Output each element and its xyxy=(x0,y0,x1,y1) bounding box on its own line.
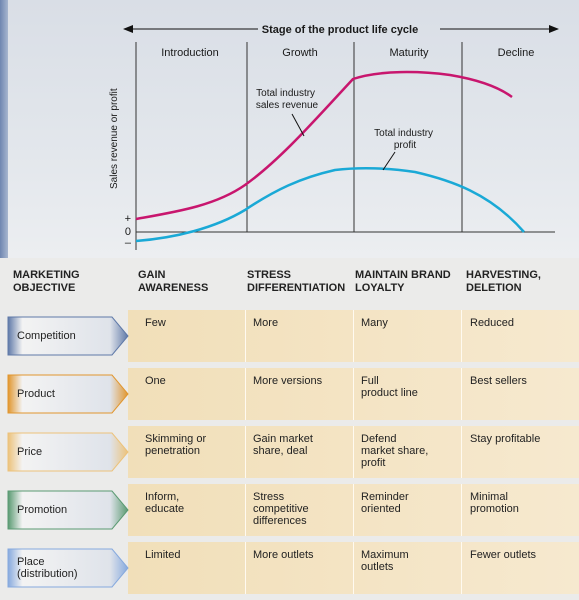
table-cell: Skimming or penetration xyxy=(145,433,207,457)
column-divider xyxy=(245,542,246,594)
column-divider xyxy=(461,310,462,362)
profit-label: Total industry profit xyxy=(374,128,436,151)
row-arrow-shape xyxy=(7,374,129,414)
header-introduction-objective: GAIN AWARENESS xyxy=(138,269,209,294)
table-cell: Minimal promotion xyxy=(470,491,519,515)
stage-label-decline: Decline xyxy=(498,47,535,59)
revenue-leader-line xyxy=(291,113,305,137)
table-cell: Best sellers xyxy=(470,375,527,387)
row-label-text: Competition xyxy=(17,330,76,342)
revenue-curve xyxy=(135,70,513,221)
table-cell: Stress competitive differences xyxy=(253,491,309,527)
row-label-text: Promotion xyxy=(17,504,68,516)
row-label-competition: Competition xyxy=(0,316,130,356)
column-divider xyxy=(353,484,354,536)
column-divider xyxy=(461,368,462,420)
column-divider xyxy=(245,484,246,536)
stage-label-maturity: Maturity xyxy=(389,47,429,59)
profit-curve xyxy=(135,167,525,243)
row-label-place: Place (distribution) xyxy=(0,548,130,588)
profit-leader-line xyxy=(382,151,396,171)
table-cell: More versions xyxy=(253,375,323,387)
revenue-label: Total industry sales revenue xyxy=(256,88,319,111)
row-arrow-shape xyxy=(7,316,129,356)
y-tick-plus: + xyxy=(125,213,131,225)
y-tick-zero: 0 xyxy=(125,226,131,238)
stage-label-growth: Growth xyxy=(282,47,317,59)
row-label-text: Product xyxy=(17,388,55,400)
row-label-price: Price xyxy=(0,432,130,472)
column-divider xyxy=(461,542,462,594)
stage-title: Stage of the product life cycle xyxy=(262,24,418,36)
chart-canvas: Stage of the product life cycle Introduc… xyxy=(109,24,559,250)
header-maturity-objective: MAINTAIN BRAND LOYALTY xyxy=(355,269,451,294)
table-cell: Full product line xyxy=(361,375,418,399)
header-growth-objective: STRESS DIFFERENTIATION xyxy=(247,269,346,294)
row-label-product: Product xyxy=(0,374,130,414)
column-divider xyxy=(245,310,246,362)
row-label-text: Price xyxy=(17,446,43,458)
column-divider xyxy=(353,542,354,594)
y-tick-minus: – xyxy=(125,237,132,249)
stage-label-introduction: Introduction xyxy=(161,47,218,59)
row-arrow-shape xyxy=(7,432,129,472)
row-arrow-shape xyxy=(7,490,129,530)
table-cell: Defend market share, profit xyxy=(361,433,429,469)
table-cell: Gain market share, deal xyxy=(253,433,313,457)
table-cell: Reduced xyxy=(470,317,515,329)
column-divider xyxy=(353,426,354,478)
row-label-text: Place (distribution) xyxy=(17,556,78,580)
row-arrow-shape xyxy=(7,548,129,588)
column-divider xyxy=(353,310,354,362)
table-cell: Limited xyxy=(145,549,181,561)
table-cell: More xyxy=(253,317,279,329)
column-divider xyxy=(461,484,462,536)
column-divider xyxy=(245,426,246,478)
marketing-table: MARKETING OBJECTIVE GAIN AWARENESS STRES… xyxy=(0,258,579,600)
table-cell: Reminder oriented xyxy=(361,491,409,515)
life-cycle-chart: Stage of the product life cycle Introduc… xyxy=(0,0,579,258)
column-divider xyxy=(353,368,354,420)
column-divider xyxy=(461,426,462,478)
table-cell: More outlets xyxy=(253,549,314,561)
table-cell: Stay profitable xyxy=(470,433,541,445)
table-cell: Maximum outlets xyxy=(361,549,409,573)
table-cell: Few xyxy=(145,317,166,329)
y-axis-label: Sales revenue or profit xyxy=(109,88,120,189)
table-cell: Fewer outlets xyxy=(470,549,537,561)
header-marketing-objective: MARKETING OBJECTIVE xyxy=(13,269,80,294)
table-cell: One xyxy=(145,375,166,387)
table-cell: Many xyxy=(361,317,388,329)
header-decline-objective: HARVESTING, DELETION xyxy=(466,269,541,294)
row-label-promotion: Promotion xyxy=(0,490,130,530)
column-divider xyxy=(245,368,246,420)
table-cell: Inform, educate xyxy=(145,491,185,515)
